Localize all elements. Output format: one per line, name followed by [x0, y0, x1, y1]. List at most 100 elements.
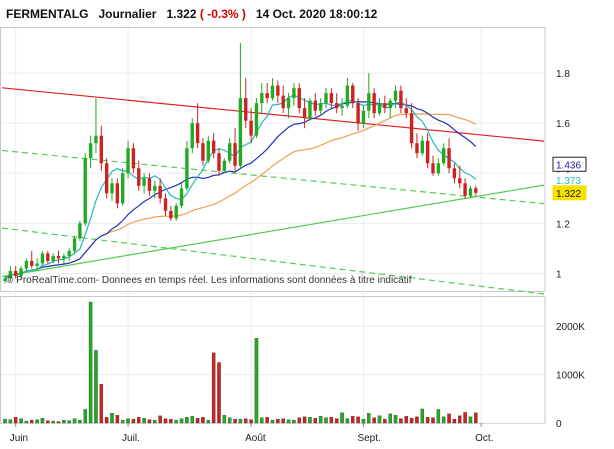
volume-bar [174, 419, 178, 424]
volume-bar [468, 416, 473, 424]
candle-body [265, 93, 269, 99]
volume-bar [377, 415, 382, 424]
volume-bar [292, 419, 296, 424]
candle-body [179, 188, 184, 206]
volume-bar [281, 418, 285, 424]
volume-bar [120, 419, 125, 424]
ma-short-price-tag: 1.373 [556, 176, 581, 187]
volume-bar [340, 412, 344, 424]
volume-bar [72, 418, 77, 424]
volume-bar [474, 412, 478, 424]
volume-bar [270, 419, 275, 424]
candle-body [281, 95, 285, 109]
volume-bar [297, 417, 301, 424]
candle-body [297, 88, 301, 109]
volume-bar [201, 417, 205, 424]
candle-body [126, 148, 130, 174]
x-tick-label: Sept. [357, 433, 380, 444]
candle-body [222, 160, 227, 171]
candle-body [131, 148, 136, 169]
candle-body [425, 140, 430, 164]
moving-average-mid [4, 100, 477, 279]
candle-body [458, 178, 462, 184]
candle-body [345, 85, 350, 106]
candle-body [14, 270, 18, 276]
candle-body [436, 163, 441, 174]
price-tick-label: 1.2 [556, 219, 570, 230]
candle-body [420, 140, 424, 154]
candle-body [388, 100, 392, 109]
price-panel-frame [0, 27, 546, 292]
volume-bar [447, 413, 451, 424]
candle-body [356, 103, 360, 124]
volume-bar [115, 415, 120, 424]
candle-body [404, 108, 408, 114]
volume-bar [110, 413, 114, 424]
candle-body [383, 103, 387, 109]
volume-bar [99, 384, 104, 424]
volume-bar [436, 409, 441, 424]
candle-body [206, 140, 210, 161]
volume-bar [142, 418, 146, 424]
candle-body [137, 168, 141, 186]
candle-body [30, 260, 34, 266]
candle-body [260, 93, 264, 104]
volume-bar [276, 418, 280, 424]
volume-bar [24, 420, 29, 424]
volume-bar [51, 420, 55, 424]
volume-bar [83, 409, 88, 424]
volume-bar [56, 421, 61, 424]
volume-bar [383, 418, 387, 424]
volume-bar [308, 417, 312, 424]
ma-mid-price-tag-box [552, 156, 587, 172]
candle-body [217, 153, 221, 171]
volume-bar [329, 417, 334, 424]
volume-bar [361, 418, 366, 424]
candle-body [442, 148, 446, 164]
price-tick-label: 1 [556, 269, 562, 280]
volume-bar [8, 419, 13, 424]
candle-body [276, 85, 280, 96]
candle-body [463, 183, 467, 196]
candle-body [115, 183, 120, 204]
candle-body [254, 103, 259, 136]
volume-panel-frame [0, 296, 546, 424]
candle-body [40, 253, 45, 264]
candle-body [474, 188, 478, 193]
volume-bar [67, 420, 71, 424]
candle-body [83, 158, 87, 224]
candle-body [313, 100, 317, 111]
volume-bar [420, 408, 425, 424]
candle-body [190, 123, 194, 149]
volume-bar [227, 417, 232, 424]
candle-body [318, 103, 323, 111]
chart-header: FERMENTALG Journalier 1.322 ( -0.3% ) 14… [6, 7, 377, 21]
candle-body [104, 163, 109, 194]
candle-body [452, 168, 457, 179]
volume-bar [136, 417, 141, 424]
candle-body [238, 98, 243, 166]
volume-bar [88, 301, 93, 424]
candle-body [35, 263, 39, 266]
candle-body [270, 85, 275, 99]
symbol-label: FERMENTALG [6, 7, 89, 21]
volume-bar [190, 416, 194, 424]
candle-body [51, 255, 55, 261]
volume-tick-label: 0 [556, 419, 562, 430]
candle-body [24, 260, 29, 269]
candle-body [169, 210, 173, 219]
volume-bar [238, 418, 243, 424]
volume-panel: 0 1000K 2000K Juin Juil. Août Sept. Oct. [0, 296, 585, 444]
candle-body [46, 253, 50, 261]
candle-body [94, 135, 98, 144]
volume-bar [324, 417, 328, 424]
candle-body [361, 110, 366, 124]
volume-bar [302, 416, 307, 424]
x-tick-label: Août [245, 433, 266, 444]
volume-bar [158, 415, 162, 424]
candle-body [399, 90, 403, 109]
ma-mid-price-tag: 1.436 [556, 160, 581, 171]
last-price-tag: 1.322 [556, 189, 581, 200]
candle-body [292, 88, 296, 99]
volume-bar [19, 418, 23, 424]
